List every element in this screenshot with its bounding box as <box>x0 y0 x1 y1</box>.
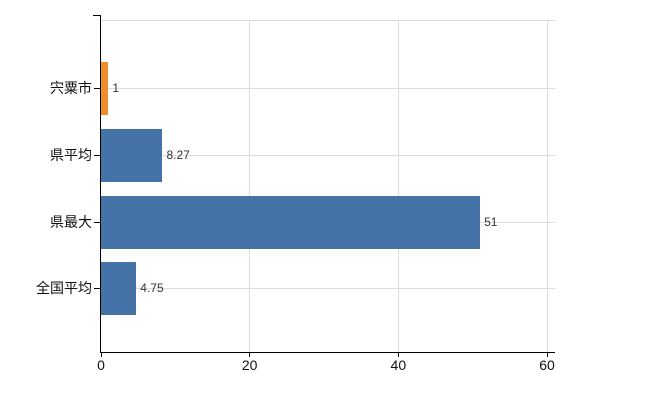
y-axis-category-tick <box>94 222 101 223</box>
x-axis-tick-label: 0 <box>97 357 105 373</box>
category-label: 宍粟市 <box>50 80 92 96</box>
bar-3 <box>101 261 137 315</box>
category-label: 全国平均 <box>36 280 92 296</box>
gridline-x-60 <box>546 20 548 352</box>
x-axis-tick-0 <box>100 352 102 357</box>
y-axis-top-tick <box>93 15 101 16</box>
x-axis-tick-label: 20 <box>241 357 258 373</box>
value-label: 51 <box>484 215 498 229</box>
x-axis-tick-20 <box>249 352 251 357</box>
x-axis-tick-label: 60 <box>539 357 555 373</box>
y-axis-line <box>100 15 101 353</box>
category-label: 県最大 <box>50 214 92 230</box>
category-row-line <box>101 88 555 89</box>
y-axis-category-tick <box>94 88 101 89</box>
x-axis-tick-40 <box>397 352 399 357</box>
category-row-line <box>101 288 555 289</box>
bar-0 <box>101 61 109 115</box>
value-label: 4.75 <box>140 281 164 295</box>
value-label: 8.27 <box>166 148 190 162</box>
plot-top-border <box>101 20 555 21</box>
y-axis-category-tick <box>94 155 101 156</box>
x-axis-tick-60 <box>546 352 548 357</box>
value-label: 1 <box>112 81 120 95</box>
gridline-x-40 <box>397 20 399 352</box>
y-axis-category-tick <box>94 288 101 289</box>
category-row-line <box>101 155 555 156</box>
x-axis-line <box>100 352 555 353</box>
bar-1 <box>101 128 163 182</box>
bar-2 <box>101 195 481 249</box>
gridline-x-20 <box>249 20 251 352</box>
category-label: 県平均 <box>50 147 92 163</box>
x-axis-tick-label: 40 <box>390 357 407 373</box>
